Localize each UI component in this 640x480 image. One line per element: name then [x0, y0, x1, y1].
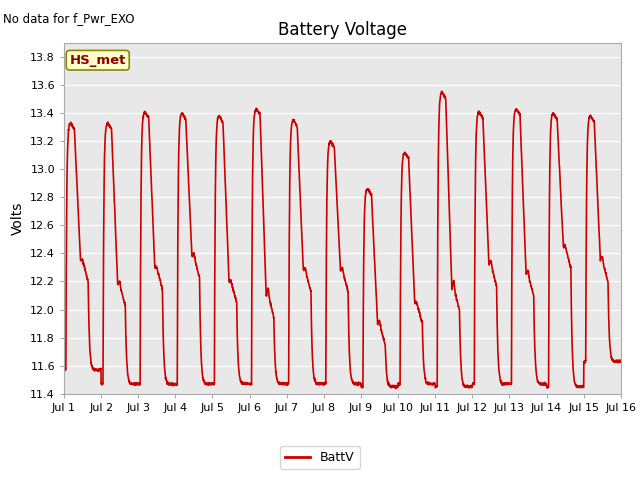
Title: Battery Voltage: Battery Voltage	[278, 21, 407, 39]
Text: HS_met: HS_met	[70, 54, 126, 67]
Y-axis label: Volts: Volts	[10, 202, 24, 235]
Legend: BattV: BattV	[280, 446, 360, 469]
Text: No data for f_Pwr_EXO: No data for f_Pwr_EXO	[3, 12, 134, 25]
